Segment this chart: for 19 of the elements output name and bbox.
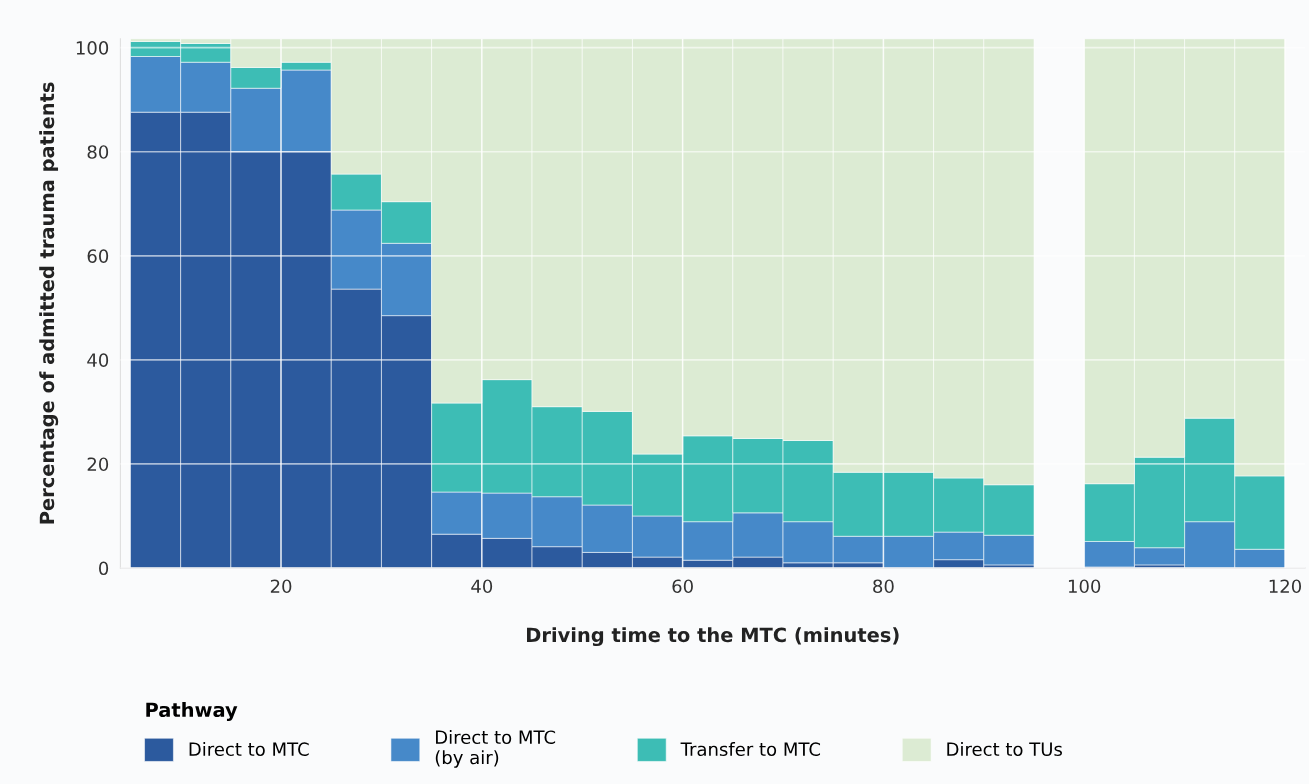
legend-title: Pathway [146,702,238,722]
x-tick-label: 120 [1269,579,1302,594]
y-tick-label: 0 [99,561,109,576]
x-tick-label: 60 [672,579,693,594]
y-tick-label: 80 [87,145,109,159]
legend-label: Direct to TUs [947,742,1062,757]
legend-label: Transfer to MTC [680,742,821,757]
x-tick-label: 40 [471,579,493,594]
y-tick-label: 60 [87,249,109,263]
x-tick-label: 100 [1068,579,1101,594]
legend-label: Direct to MTC (by air) [435,730,556,768]
y-tick-label: 100 [76,41,109,55]
legend-label: Direct to MTC [189,742,309,757]
y-axis-title: Percentage of admitted trauma patients [39,82,59,524]
x-tick-label: 20 [270,579,292,594]
y-tick-label: 20 [87,457,109,472]
x-tick-label: 80 [873,579,894,594]
y-tick-label: 40 [87,353,109,367]
x-axis-title: Driving time to the MTC (minutes) [527,627,899,647]
